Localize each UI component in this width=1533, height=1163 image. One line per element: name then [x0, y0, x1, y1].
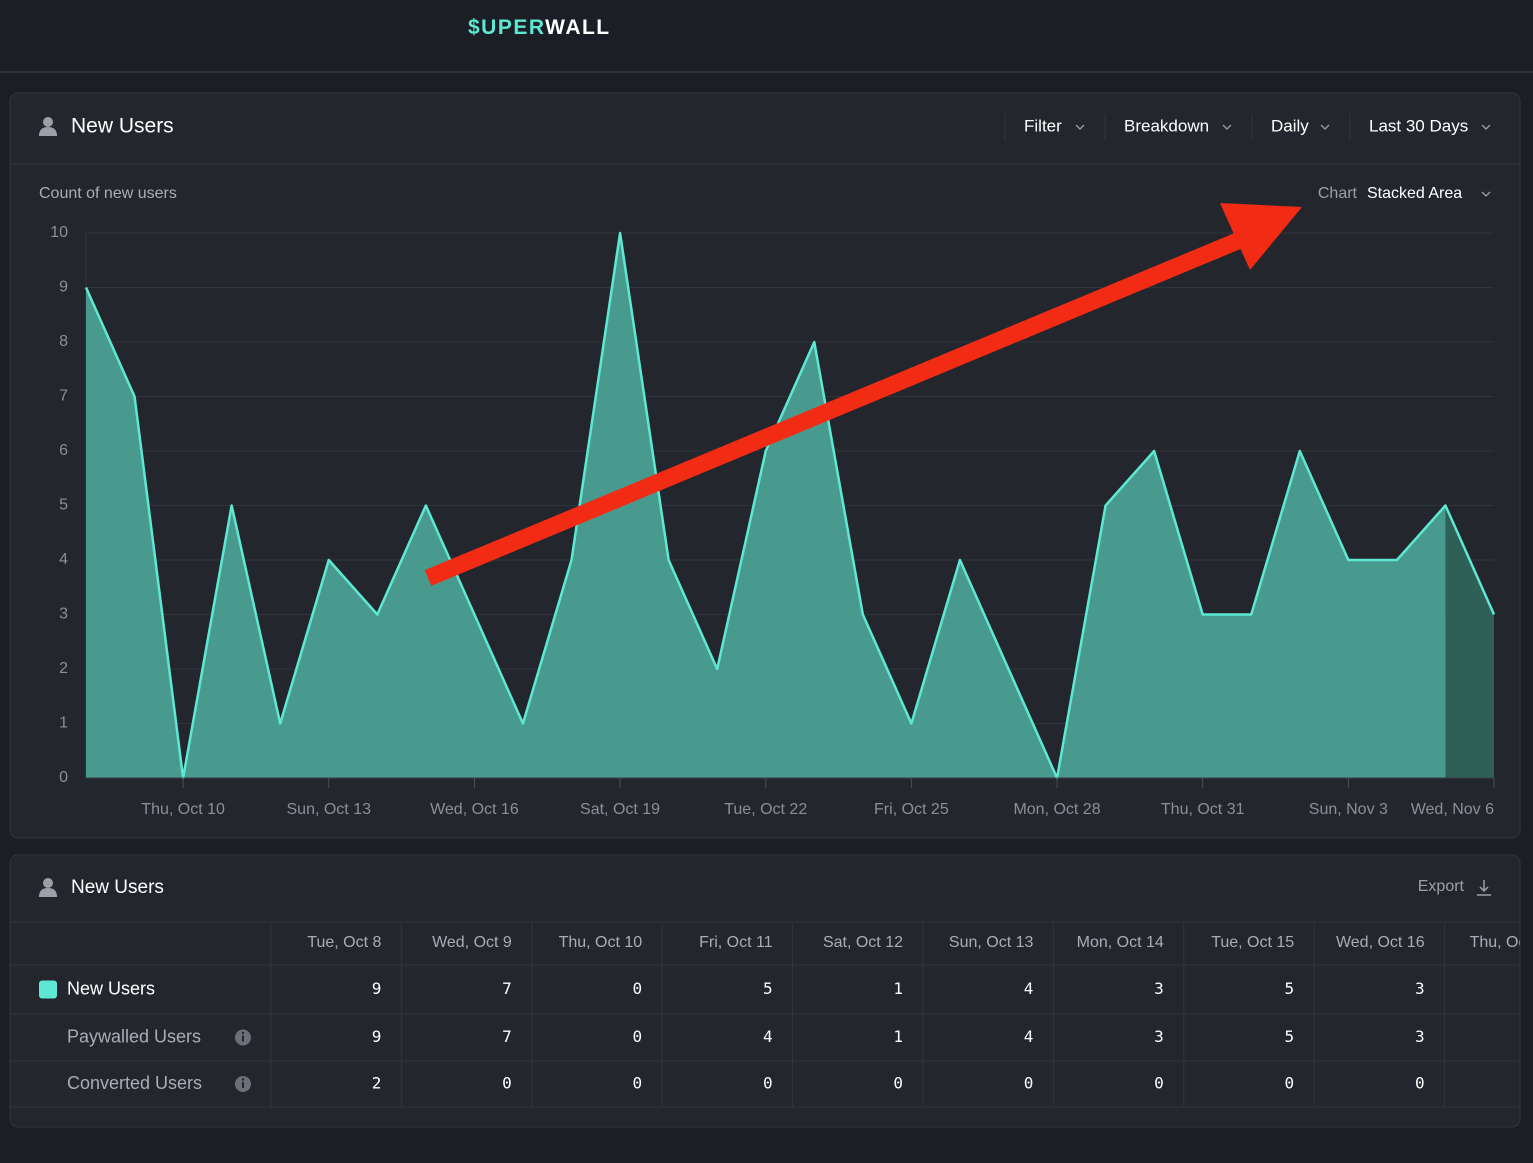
- table-cell: 3: [1154, 1027, 1164, 1046]
- x-tick-label: Wed, Oct 16: [430, 801, 519, 818]
- table-cell: 0: [633, 1027, 643, 1046]
- area-line: [84, 231, 1496, 780]
- column-header: Sat, Oct 12: [823, 934, 903, 951]
- legend-swatch: [39, 980, 57, 999]
- chevron: [1320, 124, 1330, 130]
- download-icon: [1477, 880, 1491, 896]
- table-cell: 0: [633, 979, 643, 998]
- y-tick-label: 2: [59, 660, 68, 677]
- y-axis-label: Count of new users: [39, 185, 177, 202]
- table-cell: 5: [1285, 1027, 1295, 1046]
- table-cell: 0: [1024, 1074, 1034, 1093]
- column-header: Mon, Oct 14: [1077, 934, 1164, 951]
- x-tick-label: Tue, Oct 22: [724, 801, 807, 818]
- column-header: Tue, Oct 15: [1211, 934, 1294, 951]
- table-cell: 4: [763, 1027, 773, 1046]
- x-tick-label: Mon, Oct 28: [1013, 801, 1100, 818]
- row-label: New Users: [67, 978, 155, 998]
- x-tick-label: Sat, Oct 19: [580, 801, 660, 818]
- x-tick-label: Sun, Oct 13: [287, 801, 372, 818]
- column-header: Sun, Oct 13: [949, 934, 1034, 951]
- y-tick-label: 8: [59, 333, 68, 350]
- top-bar: [0, 0, 1533, 72]
- annotation-arrow: [424, 203, 1302, 586]
- table-cell: 0: [893, 1074, 903, 1093]
- control-dropdown[interactable]: Filter: [1024, 116, 1062, 135]
- x-tick-label: Wed, Nov 6: [1411, 801, 1494, 818]
- chevron: [1481, 124, 1491, 130]
- chart-selector[interactable]: Stacked Area: [1367, 185, 1462, 202]
- table-cell: 0: [1415, 1074, 1425, 1093]
- chevron: [1222, 124, 1232, 130]
- chevron: [1075, 124, 1085, 130]
- table-cell: 4: [1024, 979, 1034, 998]
- x-tick-label: Thu, Oct 10: [141, 801, 225, 818]
- table-cell: 7: [502, 979, 512, 998]
- column-header: Tue, Oct 8: [307, 934, 381, 951]
- control-dropdown[interactable]: Last 30 Days: [1369, 116, 1468, 135]
- panel-title: New Users: [71, 115, 174, 138]
- y-tick-label: 5: [59, 497, 68, 514]
- chart-selector-label: Chart: [1318, 185, 1358, 202]
- column-header: Thu, Oct 10: [559, 934, 643, 951]
- area-fill: [86, 233, 1494, 778]
- y-tick-label: 7: [59, 388, 68, 405]
- user-icon: [39, 117, 57, 136]
- x-tick-label: Sun, Nov 3: [1309, 801, 1388, 818]
- table-cell: 1: [893, 1027, 903, 1046]
- export-button[interactable]: Export: [1418, 878, 1465, 895]
- y-tick-label: 4: [59, 551, 68, 568]
- user-icon: [39, 878, 57, 897]
- chevron: [1481, 191, 1491, 197]
- table-cell: 2: [372, 1074, 382, 1093]
- control-dropdown[interactable]: Daily: [1271, 116, 1309, 135]
- row-label: Converted Users: [67, 1073, 202, 1093]
- table-cell: 0: [633, 1074, 643, 1093]
- table-cell: 9: [372, 1027, 382, 1046]
- x-tick-label: Thu, Oct 31: [1161, 801, 1245, 818]
- panel-title: New Users: [71, 877, 164, 898]
- y-tick-label: 3: [59, 606, 68, 623]
- info-icon-dot: [241, 1031, 245, 1035]
- table-cell: 0: [1285, 1074, 1295, 1093]
- info-icon-mark: [242, 1082, 244, 1088]
- y-tick-label: 6: [59, 442, 68, 459]
- table-cell: 3: [1154, 979, 1164, 998]
- column-header: Wed, Oct 16: [1336, 934, 1425, 951]
- column-header: Wed, Oct 9: [432, 934, 512, 951]
- logo-accent: $UPER: [468, 16, 545, 39]
- y-tick-label: 10: [50, 224, 68, 241]
- table-cell: 0: [502, 1074, 512, 1093]
- x-tick-label: Fri, Oct 25: [874, 801, 949, 818]
- table-cell: 3: [1415, 979, 1425, 998]
- incomplete-period: [1445, 505, 1494, 778]
- table-cell: 3: [1415, 1027, 1425, 1046]
- control-dropdown[interactable]: Breakdown: [1124, 116, 1209, 135]
- table-panel: [9, 854, 1521, 1128]
- y-tick-label: 1: [59, 715, 68, 732]
- column-header: Thu, Oct 17: [1470, 934, 1533, 951]
- table-cell: 0: [763, 1074, 773, 1093]
- row-label: Paywalled Users: [67, 1026, 201, 1046]
- logo[interactable]: $UPERWALL: [468, 16, 611, 39]
- table-cell: 1: [893, 979, 903, 998]
- y-tick-label: 0: [59, 769, 68, 786]
- y-tick-label: 9: [59, 279, 68, 296]
- table-cell: 0: [1154, 1074, 1164, 1093]
- table-cell: 7: [502, 1027, 512, 1046]
- info-icon-dot: [241, 1078, 245, 1081]
- table-cell: 4: [1024, 1027, 1034, 1046]
- table-cell: 5: [763, 979, 773, 998]
- column-header: Fri, Oct 11: [699, 934, 773, 951]
- table-cell: 5: [1285, 979, 1295, 998]
- logo-rest: WALL: [545, 16, 610, 39]
- info-icon-mark: [242, 1035, 244, 1042]
- table-cell: 9: [372, 979, 382, 998]
- table: Tue, Oct 8 Wed, Oct 9 Thu, Oct 10 Fri, Oct …: [10, 921, 1533, 1108]
